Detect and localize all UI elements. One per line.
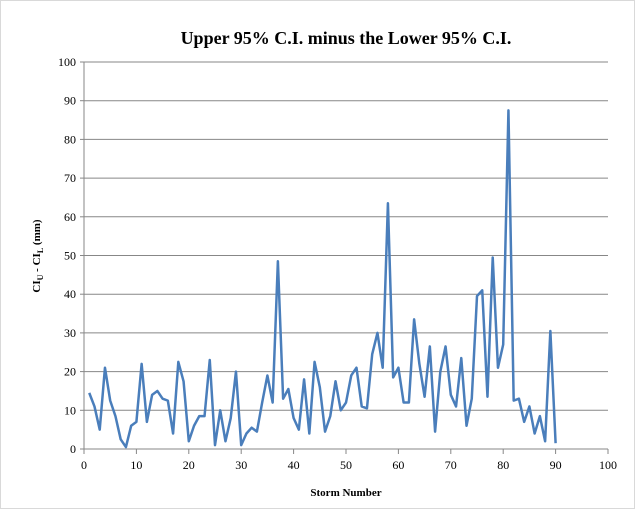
y-tick-label: 40: [64, 287, 76, 301]
y-label-part: CI: [31, 280, 43, 292]
x-tick-label: 10: [130, 458, 142, 472]
y-tick-label: 20: [64, 365, 76, 379]
y-tick-label: 80: [64, 132, 76, 146]
x-tick-label: 40: [288, 458, 300, 472]
x-tick-label: 50: [340, 458, 352, 472]
y-tick-label: 50: [64, 249, 76, 263]
x-tick-label: 90: [550, 458, 562, 472]
chart-title: Upper 95% C.I. minus the Lower 95% C.I.: [181, 28, 512, 48]
y-axis-label: CIU - CIL (mm): [31, 219, 45, 292]
x-tick-label: 60: [392, 458, 404, 472]
x-tick-label: 100: [599, 458, 617, 472]
y-tick-label: 60: [64, 210, 76, 224]
y-tick-label: 0: [70, 442, 76, 456]
x-tick-label: 30: [235, 458, 247, 472]
data-line: [88, 109, 557, 449]
y-tick-label: 30: [64, 326, 76, 340]
y-label-sub: L: [36, 248, 45, 253]
y-tick-label: 70: [64, 171, 76, 185]
y-tick-label: 100: [58, 55, 76, 69]
x-axis-label: Storm Number: [310, 487, 381, 499]
x-tick-label: 0: [81, 458, 87, 472]
y-label-part: (mm): [31, 219, 43, 248]
y-label-part: - CI: [31, 253, 43, 274]
x-tick-label: 20: [183, 458, 195, 472]
y-tick-label: 10: [64, 403, 76, 417]
y-tick-label: 90: [64, 94, 76, 108]
x-tick-label: 80: [497, 458, 509, 472]
y-label-sub: U: [36, 274, 45, 280]
x-tick-label: 70: [445, 458, 457, 472]
